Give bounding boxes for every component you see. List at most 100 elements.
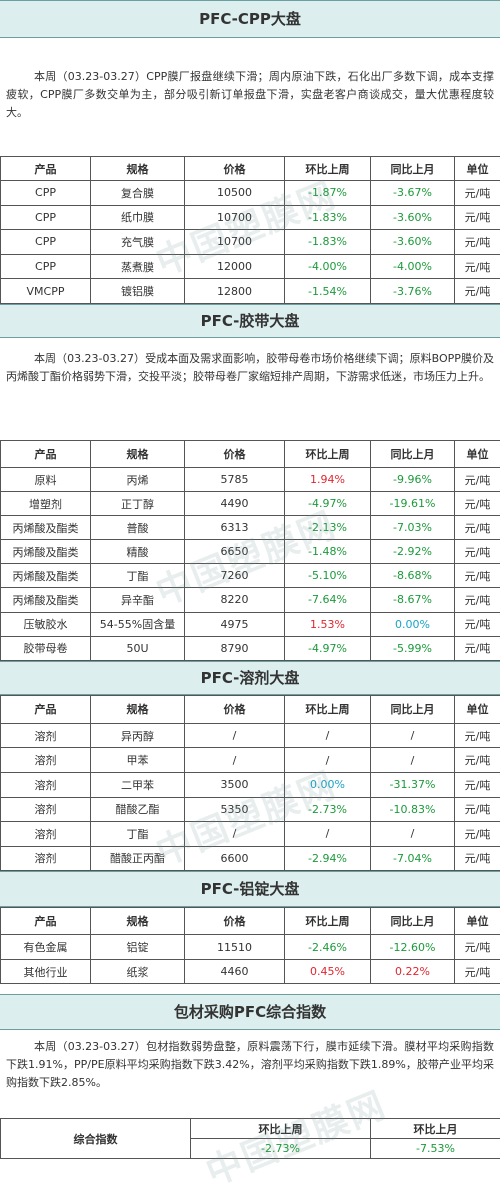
column-header: 同比上月 <box>371 908 455 935</box>
composite-index-label: 综合指数 <box>1 1119 191 1159</box>
column-header: 单位 <box>455 157 500 181</box>
week-change-cell: -1.83% <box>285 230 371 255</box>
product-cell: 丙烯酸及酯类 <box>1 516 91 540</box>
spec-cell: 甲苯 <box>91 748 185 773</box>
product-cell: 增塑剂 <box>1 492 91 516</box>
column-header: 价格 <box>185 908 285 935</box>
unit-cell: 元/吨 <box>455 564 500 588</box>
week-change-cell: -1.54% <box>285 279 371 304</box>
week-change-cell: / <box>285 723 371 748</box>
week-change-cell: / <box>285 748 371 773</box>
unit-cell: 元/吨 <box>455 516 500 540</box>
spec-cell: 醋酸正丙酯 <box>91 846 185 871</box>
spec-cell: 异辛酯 <box>91 588 185 612</box>
spec-cell: 纸巾膜 <box>91 205 185 230</box>
month-change-cell: 0.22% <box>371 959 455 984</box>
month-change-cell: / <box>371 723 455 748</box>
solvent-price-table: 产品规格价格环比上周同比上月单位溶剂异丙醇///元/吨溶剂甲苯///元/吨溶剂二… <box>0 695 500 872</box>
price-cell: 6600 <box>185 846 285 871</box>
price-cell: 4460 <box>185 959 285 984</box>
week-change-cell: -2.94% <box>285 846 371 871</box>
month-change-cell: -7.03% <box>371 516 455 540</box>
price-cell: 7260 <box>185 564 285 588</box>
week-change-cell: 0.45% <box>285 959 371 984</box>
table-header-row: 产品规格价格环比上周同比上月单位 <box>1 695 500 723</box>
week-change-cell: -7.64% <box>285 588 371 612</box>
product-cell: 溶剂 <box>1 723 91 748</box>
spec-cell: 异丙醇 <box>91 723 185 748</box>
product-cell: 原料 <box>1 467 91 491</box>
week-change-cell: 1.53% <box>285 612 371 636</box>
month-change-cell: -12.60% <box>371 935 455 960</box>
tape-section-title: PFC-胶带大盘 <box>0 304 500 338</box>
column-header: 规格 <box>91 440 185 467</box>
week-change-cell: 1.94% <box>285 467 371 491</box>
column-header: 价格 <box>185 440 285 467</box>
spec-cell: 蒸煮膜 <box>91 254 185 279</box>
unit-cell: 元/吨 <box>455 772 500 797</box>
index-section-title: 包材采购PFC综合指数 <box>0 994 500 1030</box>
price-cell: 10500 <box>185 181 285 206</box>
solvent-section-title: PFC-溶剂大盘 <box>0 661 500 695</box>
unit-cell: 元/吨 <box>455 254 500 279</box>
product-cell: CPP <box>1 230 91 255</box>
month-change-cell: -3.67% <box>371 181 455 206</box>
unit-cell: 元/吨 <box>455 636 500 660</box>
index-value-month: -7.53% <box>371 1139 500 1159</box>
price-cell: / <box>185 822 285 847</box>
table-header-row: 产品规格价格环比上周同比上月单位 <box>1 157 500 181</box>
unit-cell: 元/吨 <box>455 205 500 230</box>
week-change-cell: -4.97% <box>285 636 371 660</box>
product-cell: 溶剂 <box>1 846 91 871</box>
price-cell: 4490 <box>185 492 285 516</box>
product-cell: 溶剂 <box>1 772 91 797</box>
product-cell: 有色金属 <box>1 935 91 960</box>
column-header: 环比上周 <box>285 157 371 181</box>
unit-cell: 元/吨 <box>455 492 500 516</box>
index-description: 本周（03.23-03.27）包材指数弱势盘整，原料震荡下行，膜市延续下滑。膜材… <box>0 1038 500 1108</box>
product-cell: 压敏胶水 <box>1 612 91 636</box>
unit-cell: 元/吨 <box>455 723 500 748</box>
price-cell: 6650 <box>185 540 285 564</box>
price-cell: 4975 <box>185 612 285 636</box>
table-row: 溶剂丁酯///元/吨 <box>1 822 500 847</box>
unit-cell: 元/吨 <box>455 181 500 206</box>
column-header: 单位 <box>455 695 500 723</box>
product-cell: 胶带母卷 <box>1 636 91 660</box>
price-cell: / <box>185 748 285 773</box>
price-cell: 8790 <box>185 636 285 660</box>
column-header: 环比上周 <box>285 908 371 935</box>
month-change-cell: -9.96% <box>371 467 455 491</box>
month-change-cell: -8.68% <box>371 564 455 588</box>
spec-cell: 丁酯 <box>91 822 185 847</box>
week-change-cell: -4.00% <box>285 254 371 279</box>
month-change-cell: -3.60% <box>371 230 455 255</box>
month-change-cell: / <box>371 822 455 847</box>
month-change-cell: -3.60% <box>371 205 455 230</box>
spec-cell: 精酸 <box>91 540 185 564</box>
unit-cell: 元/吨 <box>455 588 500 612</box>
price-cell: 10700 <box>185 230 285 255</box>
price-cell: 11510 <box>185 935 285 960</box>
unit-cell: 元/吨 <box>455 822 500 847</box>
aluminium-section-title: PFC-铝锭大盘 <box>0 871 500 907</box>
unit-cell: 元/吨 <box>455 797 500 822</box>
product-cell: CPP <box>1 254 91 279</box>
table-header-row: 产品规格价格环比上周同比上月单位 <box>1 440 500 467</box>
spec-cell: 丁酯 <box>91 564 185 588</box>
composite-index-table: 综合指数 环比上周 环比上月 -2.73% -7.53% <box>0 1118 500 1159</box>
column-header: 单位 <box>455 440 500 467</box>
week-change-cell: -2.73% <box>285 797 371 822</box>
week-change-cell: -1.87% <box>285 181 371 206</box>
week-change-cell: -4.97% <box>285 492 371 516</box>
